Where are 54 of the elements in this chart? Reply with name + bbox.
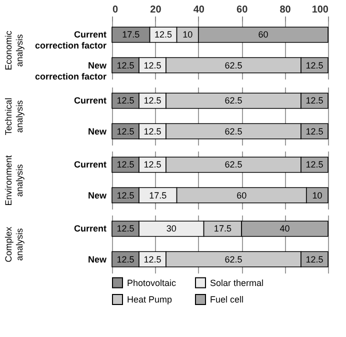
data-label: 12.5 — [144, 96, 162, 106]
data-label: 12.5 — [116, 190, 134, 200]
data-label: 12.5 — [116, 126, 134, 136]
legend-label: Fuel cell — [210, 294, 244, 304]
data-label: 62.5 — [224, 96, 242, 106]
data-label: 62.5 — [224, 160, 242, 170]
x-tick-label: 0 — [112, 4, 118, 16]
legend-label: Solar thermal — [210, 278, 264, 288]
data-label: 12.5 — [306, 96, 324, 106]
data-label: 10 — [182, 30, 193, 40]
data-label: 30 — [166, 224, 176, 234]
data-label: 12.5 — [306, 160, 324, 170]
data-label: 62.5 — [224, 60, 242, 70]
data-label: 12.5 — [154, 30, 172, 40]
data-label: 60 — [236, 190, 247, 200]
data-label: 17.5 — [149, 190, 167, 200]
legend-label: Heat Pump — [127, 294, 172, 304]
data-label: 12.5 — [116, 224, 134, 234]
x-tick-label: 100 — [312, 4, 329, 16]
data-label: 12.5 — [306, 254, 324, 264]
x-tick-label: 80 — [280, 4, 292, 16]
data-label: 17.5 — [214, 224, 232, 234]
data-label: 12.5 — [116, 254, 134, 264]
y-tick-label: New — [88, 190, 108, 200]
data-label: 12.5 — [116, 160, 134, 170]
y-tick-label: New — [88, 254, 108, 264]
data-label: 12.5 — [306, 60, 324, 70]
y-tick-label: New correction factor — [34, 60, 108, 82]
x-tick-label: 40 — [193, 4, 205, 16]
data-label: 17.5 — [122, 30, 140, 40]
data-label: 62.5 — [224, 126, 242, 136]
data-label: 40 — [280, 224, 290, 234]
y-tick-label: Current — [74, 224, 106, 234]
data-label: 12.5 — [144, 60, 162, 70]
data-label: 62.5 — [224, 254, 242, 264]
y-axis-title: Environment analysis — [4, 154, 24, 206]
legend-label: Photovoltaic — [127, 278, 177, 288]
y-tick-label: Current correction factor — [34, 30, 107, 51]
y-axis-title: Economic analysis — [4, 30, 24, 70]
x-tick-label: 60 — [236, 4, 248, 16]
y-tick-label: Current — [74, 160, 106, 170]
data-label: 12.5 — [144, 160, 162, 170]
data-label: 12.5 — [116, 60, 134, 70]
data-label: 60 — [258, 30, 268, 40]
data-label: 12.5 — [144, 126, 162, 136]
y-tick-label: New — [88, 126, 108, 136]
y-axis-title: Complex analysis — [4, 226, 24, 262]
y-axis-title: Technical analysis — [4, 98, 24, 136]
data-label: 12.5 — [306, 126, 324, 136]
data-label: 12.5 — [116, 96, 134, 106]
data-label: 12.5 — [144, 254, 162, 264]
y-tick-label: Current — [74, 96, 106, 106]
x-tick-label: 20 — [150, 4, 162, 16]
data-label: 10 — [312, 190, 322, 200]
